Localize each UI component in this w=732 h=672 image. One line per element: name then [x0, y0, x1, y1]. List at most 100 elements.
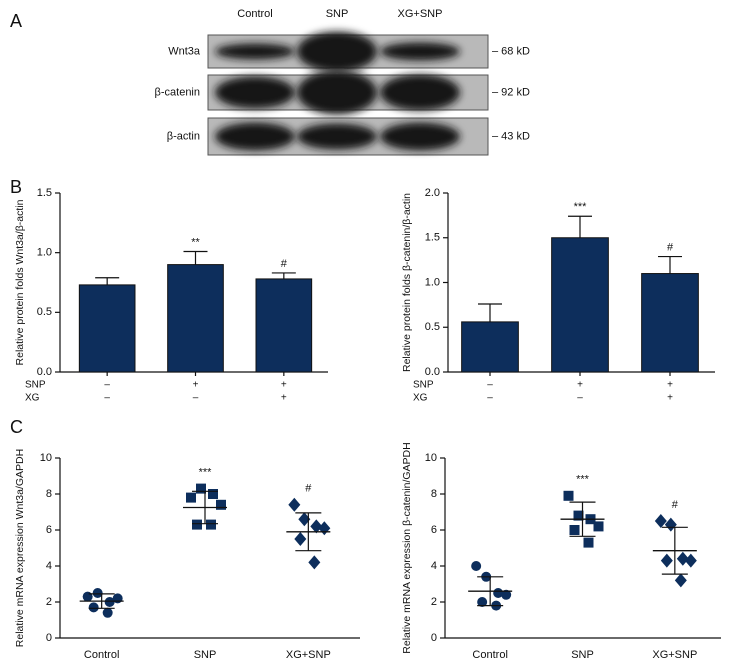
data-point [501, 589, 512, 600]
y-tick-label: 2 [46, 596, 52, 608]
y-axis-label: Relative protein folds Wnt3a/β-actin [14, 199, 26, 365]
data-point [208, 489, 218, 499]
condition-name: XG [413, 393, 428, 404]
condition-sign: – [104, 380, 110, 391]
panel-label: A [10, 11, 22, 31]
sd-bar [192, 490, 218, 525]
bar [641, 273, 699, 373]
y-tick-label: 4 [431, 560, 437, 572]
bar [461, 321, 519, 373]
data-point [573, 510, 584, 521]
data-point [104, 597, 115, 607]
data-point [82, 591, 93, 602]
data-point [192, 519, 202, 530]
size-label: – 68 kD [492, 45, 530, 57]
y-tick-label: 1.5 [425, 232, 440, 244]
y-tick-label: 1.0 [425, 276, 440, 288]
y-tick-label: 1.5 [37, 187, 52, 199]
y-tick-label: 0.0 [37, 366, 52, 378]
data-point [206, 519, 216, 530]
data-point [676, 551, 689, 566]
condition-sign: + [667, 393, 673, 404]
y-axis-label: Relative mRNA expression Wnt3a/GAPDH [14, 449, 26, 647]
y-tick-label: 6 [431, 524, 437, 536]
blot-band [297, 70, 377, 115]
y-tick-label: 4 [46, 560, 52, 572]
data-point [593, 521, 604, 532]
y-tick-label: 10 [425, 452, 437, 464]
condition-name: SNP [413, 380, 434, 391]
y-tick-label: 0.5 [425, 321, 440, 333]
protein-label: Wnt3a [168, 45, 201, 57]
y-tick-label: 0.5 [37, 306, 52, 318]
y-tick-label: 8 [431, 488, 437, 500]
y-tick-label: 0 [431, 632, 437, 644]
data-point [318, 521, 331, 536]
data-point [471, 561, 482, 571]
blot-band [215, 76, 295, 109]
error-bar [271, 272, 296, 279]
y-tick-label: 6 [46, 524, 52, 536]
sd-bar [295, 512, 322, 552]
data-point [186, 492, 196, 503]
condition-sign: – [104, 393, 110, 404]
significance: *** [576, 474, 590, 486]
y-tick-label: 0.0 [425, 366, 440, 378]
data-point [102, 607, 113, 618]
data-point [298, 512, 311, 527]
y-tick-label: 8 [46, 488, 52, 500]
condition-sign: + [193, 380, 199, 391]
data-point [308, 555, 321, 570]
error-bar [95, 277, 120, 285]
blot-band [380, 74, 460, 111]
bar [78, 284, 136, 373]
condition-sign: – [487, 393, 493, 404]
blot-band [380, 42, 460, 61]
sd-bar [88, 593, 115, 609]
data-point [660, 553, 673, 568]
bar [255, 278, 313, 373]
x-tick-label: SNP [194, 649, 217, 661]
condition-sign: – [577, 393, 583, 404]
significance: # [672, 499, 679, 511]
data-point [674, 573, 687, 588]
bar [167, 264, 224, 373]
blot-band [380, 122, 460, 151]
significance: ** [191, 236, 200, 248]
data-point [583, 537, 594, 548]
data-point [569, 525, 580, 535]
y-tick-label: 2 [431, 596, 437, 608]
condition-sign: + [667, 380, 673, 391]
condition-name: SNP [25, 380, 46, 391]
data-point [196, 483, 206, 494]
data-point [294, 532, 307, 546]
data-point [216, 499, 226, 510]
data-point [563, 490, 574, 501]
data-point [477, 597, 488, 607]
x-tick-label: XG+SNP [652, 649, 697, 661]
protein-label: β-catenin [155, 86, 200, 98]
panel-label: C [10, 417, 23, 437]
significance: *** [199, 467, 213, 479]
data-point [654, 514, 667, 528]
panel-label: B [10, 177, 22, 197]
condition-sign: – [193, 393, 199, 404]
data-point [88, 602, 99, 613]
blot-band [297, 123, 377, 150]
y-axis-label: Relative mRNA expression β-catenin/GAPDH [401, 442, 413, 653]
significance: *** [574, 201, 588, 213]
x-tick-label: Control [84, 649, 119, 661]
data-point [310, 519, 323, 534]
condition-sign: + [577, 380, 583, 391]
data-point [92, 588, 103, 598]
significance: # [667, 241, 674, 253]
bar [551, 237, 609, 373]
condition-sign: + [281, 380, 287, 391]
size-label: – 92 kD [492, 86, 530, 98]
error-bar [568, 215, 592, 238]
blot-band [215, 122, 295, 151]
data-point [684, 553, 697, 568]
lane-label: XG+SNP [398, 8, 443, 20]
condition-sign: + [281, 393, 287, 404]
